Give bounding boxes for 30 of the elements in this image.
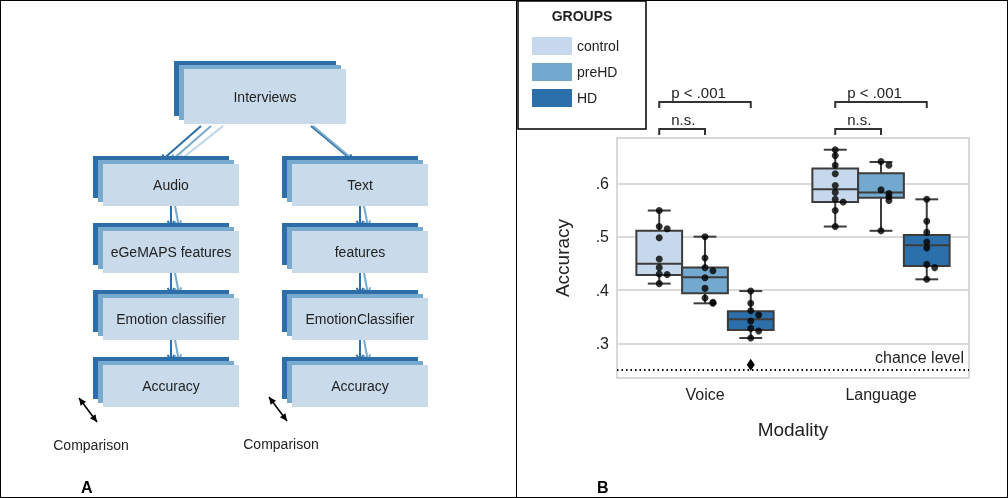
x-axis-title: Modality (757, 419, 829, 440)
y-axis-title: Accuracy (552, 218, 573, 298)
legend-label: preHD (577, 64, 618, 80)
text: EmotionClassifier (305, 311, 415, 327)
text: Emotion classifier (116, 311, 227, 327)
text: eGeMAPS features (110, 244, 232, 260)
text: p < .001 (847, 84, 902, 101)
y-tick-label: .6 (595, 174, 610, 192)
text: Accuracy (142, 378, 200, 394)
text: Interviews (233, 88, 297, 105)
x-tick-label: Language (845, 385, 917, 403)
text: Comparison (53, 437, 129, 453)
y-tick-label: .3 (595, 334, 610, 352)
text: Comparison (243, 436, 319, 452)
text: B (597, 478, 609, 496)
text: A (81, 478, 93, 496)
text: Audio (153, 177, 190, 193)
text: p < .001 (671, 84, 726, 101)
y-tick-label: .4 (595, 281, 610, 299)
text: features (334, 244, 386, 260)
text: n.s. (671, 111, 696, 128)
x-tick-label: Voice (685, 385, 725, 403)
ref-line-label: chance level (875, 348, 964, 366)
legend-title: GROUPS (551, 8, 613, 24)
legend-label: control (577, 38, 620, 54)
text: Accuracy (331, 378, 389, 394)
text: Text (347, 177, 373, 193)
text: n.s. (847, 111, 872, 128)
legend-label: HD (577, 90, 598, 106)
y-tick-label: .5 (595, 228, 610, 246)
